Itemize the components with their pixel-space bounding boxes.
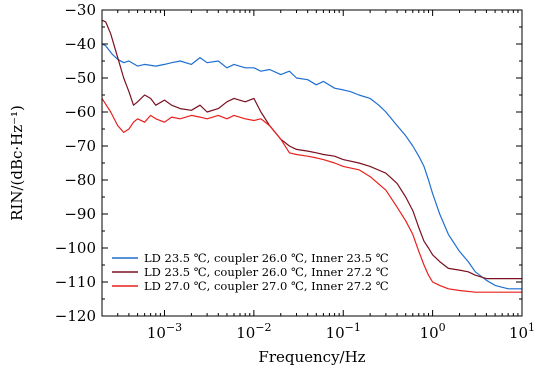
y-tick-label: −120 bbox=[55, 307, 96, 325]
x-axis: 10−3 10−2 10−1 100 101 bbox=[101, 10, 535, 342]
x-axis-label: Frequency/Hz bbox=[258, 348, 365, 366]
x-tick-label: 10−2 bbox=[236, 321, 271, 342]
series-line-3 bbox=[102, 98, 522, 293]
x-tick-label: 101 bbox=[509, 321, 535, 342]
series-layer bbox=[102, 19, 522, 293]
y-tick-label: −80 bbox=[64, 171, 96, 189]
series-line-1 bbox=[102, 43, 522, 290]
legend-label: LD 23.5 ℃, coupler 26.0 ℃, Inner 23.5 ℃ bbox=[144, 251, 389, 265]
y-tick-label: −110 bbox=[55, 273, 96, 291]
y-tick-label: −60 bbox=[64, 103, 96, 121]
x-tick-label: 100 bbox=[420, 321, 446, 342]
y-tick-label: −40 bbox=[64, 35, 96, 53]
x-tick-label: 10−1 bbox=[326, 321, 361, 342]
y-tick-label: −90 bbox=[64, 205, 96, 223]
series-line-2 bbox=[102, 19, 522, 280]
legend-label: LD 27.0 ℃, coupler 27.0 ℃, Inner 27.2 ℃ bbox=[144, 279, 389, 293]
y-tick-label: −50 bbox=[64, 69, 96, 87]
legend-label: LD 23.5 ℃, coupler 26.0 ℃, Inner 27.2 ℃ bbox=[144, 265, 389, 279]
y-axis-label: RIN/(dBc·Hz⁻¹) bbox=[8, 105, 26, 221]
y-tick-label: −70 bbox=[64, 137, 96, 155]
legend: LD 23.5 ℃, coupler 26.0 ℃, Inner 23.5 ℃L… bbox=[112, 251, 389, 293]
y-axis: −30 −40 −50 −60 −70 −80 −90 −100 −110 −120 bbox=[55, 1, 522, 325]
y-tick-label: −30 bbox=[64, 1, 96, 19]
x-tick-label: 10−3 bbox=[147, 321, 182, 342]
y-tick-label: −100 bbox=[55, 239, 96, 257]
